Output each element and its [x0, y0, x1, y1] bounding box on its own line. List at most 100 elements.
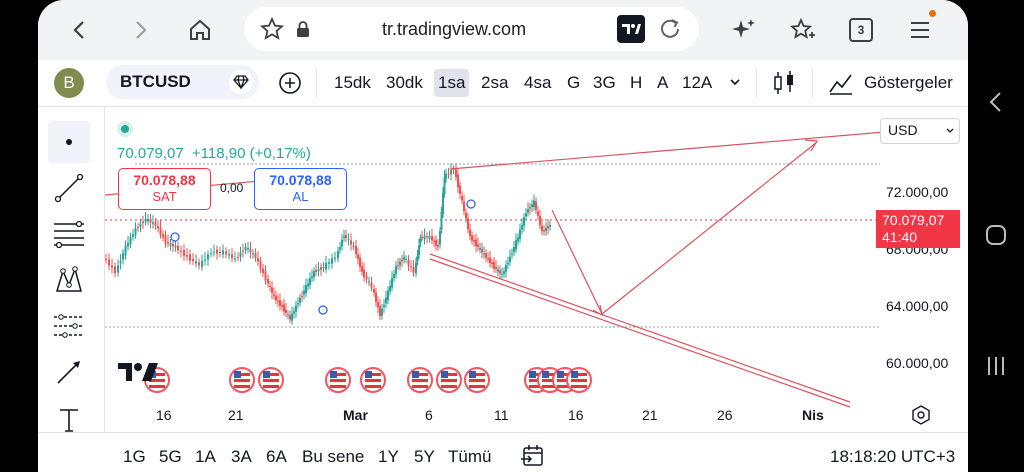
range-5g[interactable]: 5G — [159, 447, 182, 466]
candle-body — [491, 262, 493, 265]
candle-body — [257, 258, 259, 262]
buy-button[interactable]: 70.078,88 AL — [254, 168, 347, 210]
date-label: Nis — [802, 407, 824, 423]
range-1g[interactable]: 1G — [123, 447, 146, 466]
sparkle-icon[interactable] — [728, 14, 760, 46]
range-3a[interactable]: 3A — [231, 447, 252, 466]
range-ytd[interactable]: Bu sene — [302, 447, 365, 466]
back-nav-icon[interactable] — [982, 88, 1010, 116]
us-flag-icon — [263, 379, 279, 382]
candle-body — [174, 245, 177, 248]
chart-settings-icon[interactable] — [911, 405, 931, 430]
brush-icon[interactable] — [48, 351, 90, 393]
fib-retracement-icon[interactable] — [48, 213, 90, 255]
chevron-down-icon[interactable] — [728, 75, 742, 94]
clock: 18:18:20 UTC+3 — [830, 447, 956, 466]
indicators-button[interactable]: Göstergeler — [864, 73, 953, 92]
candle-body — [439, 231, 441, 245]
date-label: 16 — [568, 407, 584, 423]
candle-body — [307, 283, 309, 287]
us-flag-icon — [149, 379, 165, 382]
interval-h[interactable]: H — [630, 73, 643, 92]
candle-body — [527, 209, 529, 213]
home-nav-icon[interactable] — [982, 221, 1010, 249]
avatar[interactable]: B — [54, 68, 84, 98]
candle-body — [331, 258, 333, 264]
candle-body — [267, 279, 269, 284]
back-icon[interactable] — [64, 14, 96, 46]
recents-nav-icon[interactable] — [982, 352, 1010, 380]
price-chart[interactable] — [104, 107, 921, 432]
candle-body — [152, 222, 154, 224]
menu-icon[interactable] — [904, 10, 936, 46]
candle-body — [262, 268, 264, 274]
interval-4sa[interactable]: 4sa — [524, 73, 552, 92]
star-icon[interactable] — [259, 16, 285, 46]
candle-body — [531, 204, 533, 207]
candle-body — [287, 314, 289, 316]
us-flag-icon — [441, 385, 457, 388]
cursor-dot-icon[interactable] — [48, 121, 90, 163]
candles-icon[interactable] — [772, 70, 796, 101]
candle-body — [105, 258, 107, 260]
candle-body — [277, 300, 279, 302]
candle-body — [149, 219, 152, 223]
price-axis[interactable]: 72.000,00 68.000,00 64.000,00 60.000,00 — [880, 107, 968, 432]
range-5y[interactable]: 5Y — [414, 447, 435, 466]
us-flag-icon — [571, 379, 587, 382]
candle-body — [415, 262, 417, 274]
range-1a[interactable]: 1A — [195, 447, 216, 466]
tradingview-icon[interactable] — [617, 15, 645, 43]
candle-body — [322, 267, 325, 269]
interval-g[interactable]: G — [567, 73, 581, 92]
interval-15dk[interactable]: 15dk — [334, 73, 371, 92]
indicators-icon[interactable] — [828, 70, 854, 101]
interval-1sa[interactable]: 1sa — [434, 69, 470, 97]
diamond-icon[interactable] — [229, 70, 253, 94]
divider — [756, 68, 757, 98]
trend-line-icon[interactable] — [48, 167, 90, 209]
candle-body — [471, 235, 473, 241]
candle-body — [242, 250, 244, 252]
interval-2sa[interactable]: 2sa — [481, 73, 509, 92]
range-1y[interactable]: 1Y — [378, 447, 399, 466]
projection-icon[interactable] — [48, 305, 90, 347]
add-symbol-icon[interactable] — [278, 71, 302, 100]
forward-icon[interactable] — [124, 14, 156, 46]
candle-body — [213, 251, 215, 253]
goto-date-icon[interactable] — [520, 443, 546, 472]
sell-button[interactable]: 70.078,88 SAT — [118, 168, 211, 210]
interval-30dk[interactable]: 30dk — [386, 73, 423, 92]
candle-body — [301, 295, 303, 297]
candle-body — [216, 249, 218, 254]
currency-select[interactable]: USD — [880, 118, 960, 144]
us-flag-icon — [542, 371, 549, 378]
candle-body — [489, 257, 491, 264]
range-6a[interactable]: 6A — [266, 447, 287, 466]
current-price: 70.079,07 — [882, 212, 945, 228]
interval-a[interactable]: A — [657, 73, 669, 92]
reload-icon[interactable] — [657, 16, 683, 47]
browser-bar: tr.tradingview.com 3 — [38, 0, 968, 60]
address-bar[interactable]: tr.tradingview.com — [244, 7, 699, 51]
symbol-search[interactable]: BTCUSD — [106, 65, 259, 99]
tabs-icon[interactable]: 3 — [845, 14, 877, 46]
us-flag-icon — [330, 379, 346, 382]
candle-body — [423, 235, 426, 240]
interval-12a[interactable]: 12A — [682, 73, 713, 92]
candle-body — [431, 235, 433, 241]
candle-body — [271, 287, 273, 293]
text-tool-icon[interactable] — [48, 399, 90, 441]
us-flag-icon — [469, 371, 476, 378]
bookmark-add-icon[interactable] — [786, 14, 818, 46]
home-icon[interactable] — [184, 14, 216, 46]
range-all[interactable]: Tümü — [448, 447, 492, 466]
interval-3g[interactable]: 3G — [593, 73, 616, 92]
candle-body — [535, 201, 537, 210]
candle-body — [177, 245, 179, 251]
event-marker — [466, 199, 476, 209]
pattern-icon[interactable] — [48, 259, 90, 301]
candle-body — [169, 242, 172, 246]
candle-body — [180, 250, 182, 252]
chart-canvas[interactable] — [104, 107, 921, 432]
